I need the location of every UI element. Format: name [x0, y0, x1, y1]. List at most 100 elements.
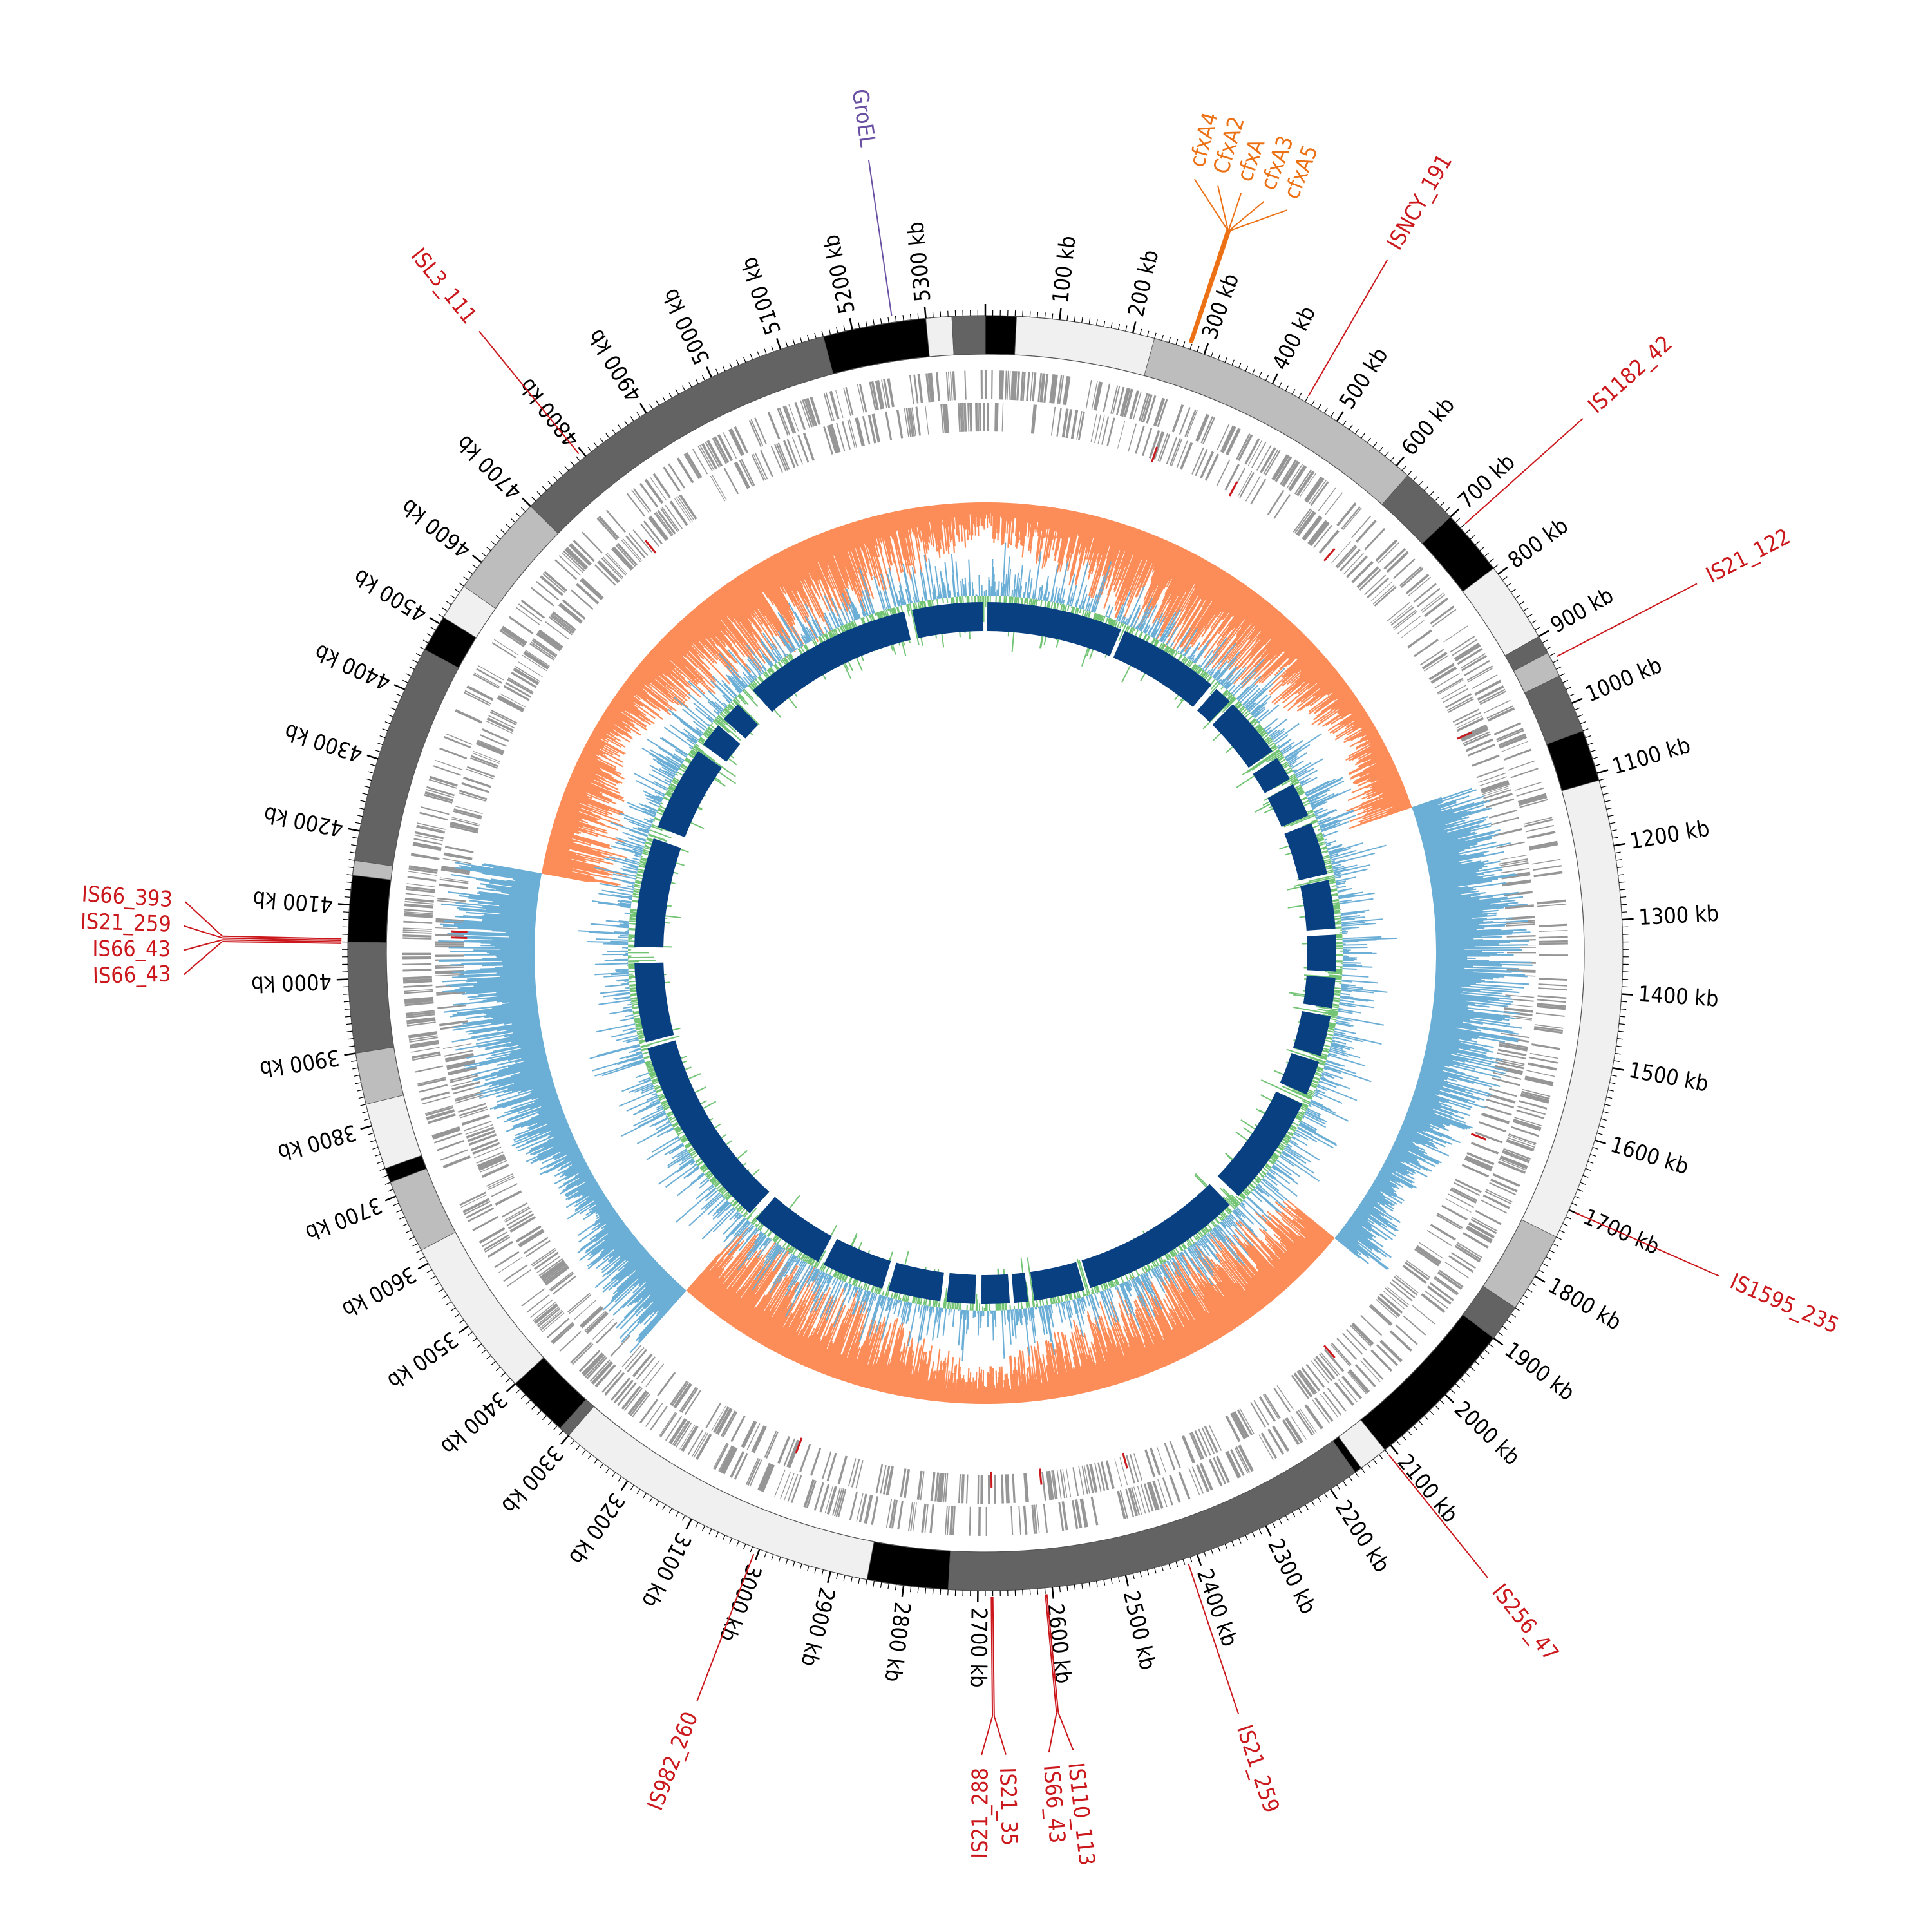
cds-feature	[1423, 654, 1449, 672]
cds-feature	[416, 826, 445, 834]
gc-skew-bar	[1065, 511, 1078, 565]
gc-skew-bar	[1434, 903, 1491, 911]
cds-feature	[761, 1464, 775, 1493]
gc-skew-bar	[1216, 581, 1242, 618]
gc-skew-bar	[1435, 972, 1528, 978]
cds-feature	[402, 976, 432, 980]
gc-skew-bar	[1050, 1343, 1062, 1398]
gc-skew-bar	[1423, 838, 1459, 848]
cds-feature	[1301, 1367, 1321, 1392]
gc-skew-bar	[893, 1361, 901, 1395]
gc-skew-bar	[486, 1007, 538, 1016]
gc-skew-bar	[1356, 734, 1380, 749]
cds-feature	[1281, 460, 1300, 487]
gc-skew-bar	[819, 1341, 833, 1373]
cds-feature	[1414, 1248, 1439, 1267]
cds-feature	[1001, 370, 1005, 400]
gc-skew-bar	[1235, 1260, 1271, 1303]
gc-skew-bar	[1201, 580, 1241, 638]
cds-feature	[1305, 477, 1325, 503]
gc-skew-bar	[1236, 599, 1266, 637]
gc-skew-bar	[618, 1247, 645, 1272]
cds-feature	[443, 853, 473, 861]
cds-feature	[1436, 1214, 1463, 1230]
cds-feature	[1504, 748, 1532, 761]
gc-content-bar	[1312, 1095, 1314, 1098]
cds-feature	[536, 632, 562, 652]
gc-skew-bar	[908, 1335, 920, 1398]
gc-skew-bar	[485, 1046, 545, 1060]
gc-skew-bar	[712, 1286, 733, 1313]
cds-feature	[488, 1177, 515, 1191]
cds-feature	[1258, 1434, 1274, 1461]
gc-skew-bar	[539, 1153, 582, 1175]
cds-feature	[1448, 698, 1474, 713]
gc-skew-bar	[835, 1303, 863, 1379]
cds-feature	[647, 516, 668, 542]
cds-feature	[1033, 1504, 1038, 1534]
gc-skew-bar	[1429, 1028, 1506, 1043]
cds-feature	[1199, 1463, 1213, 1491]
gc-skew-bar	[1431, 874, 1518, 889]
gc-skew-bar	[1434, 994, 1513, 1003]
gc-skew-bar	[1144, 1309, 1170, 1365]
gc-skew-bar	[785, 1318, 806, 1358]
gc-content-bar	[1035, 599, 1038, 607]
gc-skew-bar	[1342, 1227, 1373, 1251]
gc-skew-bar	[1343, 1226, 1372, 1249]
gc-skew-bar	[1336, 1235, 1361, 1255]
gc-skew-bar	[1349, 806, 1412, 829]
gc-skew-bar	[1256, 611, 1281, 639]
gc-skew-bar	[1222, 1240, 1274, 1301]
gc-skew-bar	[594, 1208, 615, 1223]
gc-skew-bar	[1171, 1320, 1190, 1356]
gc-skew-bar	[1104, 1331, 1122, 1383]
cds-feature	[531, 1247, 556, 1265]
gc-skew-bar	[611, 1249, 647, 1280]
gc-skew-bar	[1048, 507, 1057, 545]
gc-skew-bar	[564, 1151, 582, 1160]
cds-feature	[1039, 373, 1045, 402]
gc-skew-bar	[1412, 797, 1443, 809]
gc-skew-bar	[1370, 770, 1398, 783]
gc-content-bar	[1304, 1113, 1326, 1125]
cds-feature	[657, 509, 676, 535]
cds-feature	[1323, 1349, 1345, 1372]
gc-skew-bar	[484, 1037, 543, 1050]
cds-feature	[467, 1130, 496, 1142]
gc-skew-bar	[912, 1344, 923, 1399]
gc-skew-bar	[1279, 1236, 1311, 1267]
gc-skew-bar	[1433, 1005, 1474, 1012]
cds-feature	[1049, 374, 1055, 404]
gc-skew-bar	[1414, 800, 1457, 816]
gc-skew-bar	[599, 1208, 614, 1218]
gc-skew-bar	[1095, 523, 1123, 605]
gc-content-bar	[1313, 1090, 1316, 1092]
gc-skew-bar	[594, 1220, 623, 1243]
cds-feature	[881, 379, 887, 408]
gc-skew-bar	[1433, 1002, 1467, 1008]
gc-skew-bar	[1415, 1088, 1436, 1096]
cds-feature	[1303, 476, 1323, 502]
cds-feature	[910, 1502, 915, 1531]
cds-feature	[536, 1306, 560, 1326]
gc-skew-bar	[1272, 1244, 1302, 1275]
gc-skew-bar	[1090, 520, 1114, 596]
cds-feature	[1285, 1417, 1303, 1443]
gc-skew-bar	[1193, 575, 1233, 635]
gc-skew-bar	[1416, 802, 1475, 822]
gc-skew-bar	[790, 1291, 824, 1360]
gc-skew-bar	[1202, 584, 1246, 645]
cds-feature	[461, 1114, 489, 1124]
gc-skew-bar	[1283, 646, 1317, 677]
gc-skew-bar	[773, 1283, 811, 1352]
gc-skew-bar	[598, 1206, 613, 1217]
cds-feature	[1489, 1182, 1517, 1196]
cds-feature	[1298, 1410, 1316, 1435]
gc-skew-bar	[603, 1216, 620, 1229]
cds-feature	[1318, 487, 1336, 511]
gc-skew-bar	[1426, 1046, 1458, 1054]
cds-feature	[1499, 862, 1529, 869]
gc-skew-bar	[1066, 511, 1077, 558]
cds-feature	[459, 1106, 488, 1117]
